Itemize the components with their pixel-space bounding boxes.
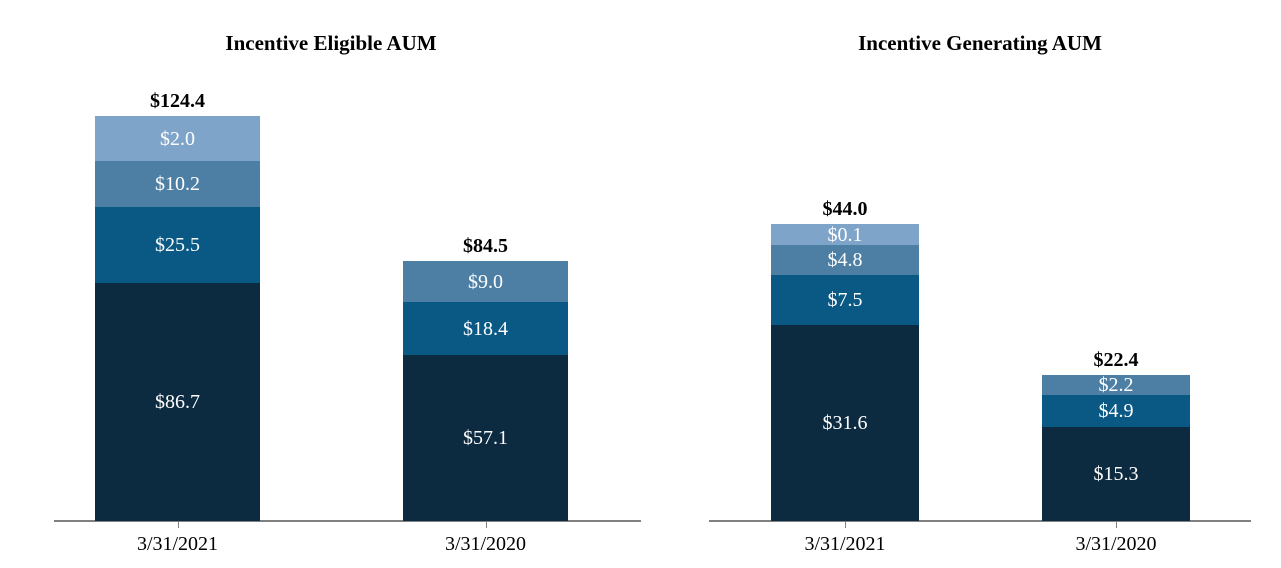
category-label: 3/31/2020	[444, 533, 527, 555]
bar-segment-blue: $7.5	[771, 275, 919, 325]
segment-value-label: $2.0	[160, 127, 195, 150]
stacked-bar: $2.2 $4.9 $15.3	[1042, 375, 1190, 521]
segment-value-label: $4.9	[1098, 400, 1134, 422]
bar-total-label: $84.5	[463, 235, 508, 257]
bar-segment-blue: $4.9	[1042, 395, 1190, 427]
bar-segment-slate: $2.2	[1042, 375, 1190, 395]
bar-segment-navy: $57.1	[403, 355, 568, 521]
stacked-bar: $0.1 $4.8 $7.5 $31.6	[771, 224, 919, 521]
segment-value-label: $18.4	[463, 317, 508, 340]
axis-tick	[1116, 522, 1117, 528]
segment-value-label: $25.5	[155, 234, 200, 256]
category-label: 3/31/2021	[136, 533, 219, 555]
segment-value-label: $0.1	[827, 223, 863, 246]
axis-tick	[485, 522, 487, 528]
stacked-bar: $2.0 $10.2 $25.5 $86.7	[95, 116, 260, 521]
bar-total-label: $124.4	[150, 90, 205, 112]
bar-segment-blue: $25.5	[95, 207, 260, 283]
chart-title-incentive-eligible-aum: Incentive Eligible AUM	[225, 31, 437, 55]
bar-segment-navy: $31.6	[771, 325, 919, 521]
segment-value-label: $7.5	[827, 289, 863, 311]
segment-value-label: $9.0	[468, 270, 503, 293]
x-axis-line	[709, 520, 1251, 522]
x-axis-line	[54, 520, 641, 522]
stacked-bar: $9.0 $18.4 $57.1	[403, 261, 568, 521]
axis-tick	[177, 522, 179, 528]
bar-segment-blue: $18.4	[403, 302, 568, 355]
bar-segment-light: $0.1	[771, 224, 919, 245]
category-label: 3/31/2020	[1075, 533, 1157, 555]
bar-total-label: $44.0	[822, 198, 868, 220]
segment-value-label: $4.8	[827, 249, 863, 271]
chart-title-incentive-generating-aum: Incentive Generating AUM	[858, 31, 1102, 55]
bar-segment-navy: $15.3	[1042, 427, 1190, 521]
axis-tick	[845, 522, 846, 528]
bar-total-label: $22.4	[1093, 349, 1139, 371]
bar-segment-light: $2.0	[95, 116, 260, 161]
segment-value-label: $15.3	[1093, 463, 1139, 485]
segment-value-label: $31.6	[822, 412, 868, 434]
segment-value-label: $86.7	[155, 391, 200, 413]
bar-segment-slate: $4.8	[771, 245, 919, 275]
segment-value-label: $2.2	[1098, 374, 1134, 396]
bar-segment-slate: $9.0	[403, 261, 568, 302]
segment-value-label: $57.1	[463, 427, 508, 449]
category-label: 3/31/2021	[804, 533, 886, 555]
bar-segment-navy: $86.7	[95, 283, 260, 521]
bar-segment-slate: $10.2	[95, 161, 260, 207]
segment-value-label: $10.2	[155, 173, 200, 195]
